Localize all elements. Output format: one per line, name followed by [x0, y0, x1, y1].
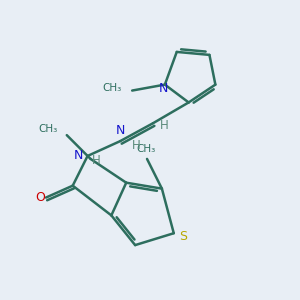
Text: N: N [159, 82, 168, 95]
Text: CH₃: CH₃ [103, 82, 122, 93]
Text: CH₃: CH₃ [136, 143, 155, 154]
Text: H: H [92, 154, 100, 167]
Text: S: S [179, 230, 187, 243]
Text: N: N [74, 149, 83, 162]
Text: H: H [160, 119, 169, 132]
Text: H: H [132, 139, 141, 152]
Text: O: O [35, 191, 45, 204]
Text: CH₃: CH₃ [39, 124, 58, 134]
Text: N: N [116, 124, 125, 136]
